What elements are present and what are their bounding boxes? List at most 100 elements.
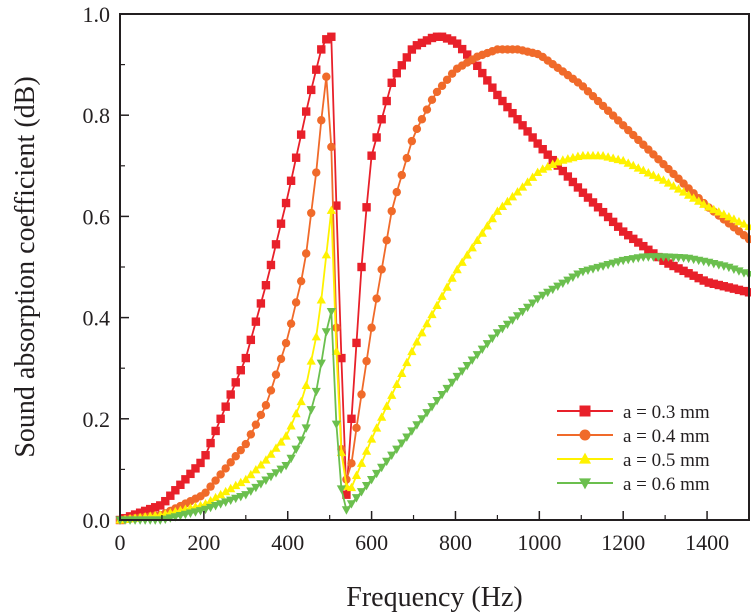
data-point: [568, 177, 578, 187]
data-point: [492, 329, 503, 338]
data-point: [669, 261, 678, 271]
data-point: [201, 451, 210, 460]
data-point: [236, 445, 245, 455]
data-point: [206, 482, 215, 491]
data-point: [392, 445, 402, 454]
data-point: [588, 198, 598, 207]
data-point: [271, 240, 281, 249]
data-point: [412, 124, 422, 134]
data-point: [266, 386, 276, 395]
data-point: [417, 327, 427, 337]
data-point: [296, 276, 306, 286]
data-point: [236, 492, 246, 502]
y-tick-label: 0.0: [83, 508, 111, 533]
data-point: [261, 455, 271, 464]
data-point: [211, 476, 220, 485]
data-point: [377, 115, 386, 124]
data-point: [382, 401, 392, 410]
data-point: [261, 281, 271, 290]
data-point: [191, 464, 200, 473]
data-point: [221, 464, 230, 473]
data-point: [447, 378, 457, 388]
data-point: [342, 490, 351, 499]
data-point: [442, 34, 452, 43]
data-point: [694, 273, 703, 283]
data-point: [533, 139, 542, 148]
data-point: [301, 424, 311, 433]
x-tick-label: 1000: [517, 530, 561, 555]
data-point: [517, 182, 528, 191]
y-tick-label: 0.4: [83, 306, 111, 331]
data-point: [382, 96, 391, 106]
data-point: [538, 164, 548, 173]
data-point: [266, 449, 276, 458]
data-point: [236, 477, 246, 487]
data-point: [422, 318, 432, 328]
x-tick-label: 600: [355, 530, 388, 555]
legend-marker: [579, 429, 591, 441]
data-point: [135, 508, 145, 517]
data-point: [724, 211, 734, 221]
data-point: [437, 390, 447, 400]
data-point: [226, 496, 236, 505]
data-point: [543, 288, 553, 298]
data-point: [734, 285, 744, 295]
data-point: [291, 298, 301, 307]
data-point: [281, 338, 291, 348]
data-point: [241, 474, 251, 484]
data-point: [322, 72, 331, 81]
data-point: [382, 236, 391, 245]
data-point: [276, 219, 286, 228]
data-point: [166, 491, 175, 500]
data-point: [357, 262, 366, 272]
data-point: [457, 44, 467, 54]
data-point: [639, 241, 648, 251]
data-point: [613, 258, 623, 267]
data-point: [563, 172, 573, 181]
data-point: [296, 130, 306, 139]
data-point: [402, 433, 412, 442]
data-point: [286, 454, 296, 464]
data-point: [306, 356, 316, 365]
data-point: [699, 276, 708, 285]
y-tick-label: 1.0: [83, 2, 111, 27]
data-point: [543, 150, 552, 159]
data-point: [271, 370, 281, 379]
data-point: [508, 108, 517, 118]
data-point: [336, 485, 347, 494]
data-point: [186, 469, 195, 479]
data-point: [462, 361, 472, 371]
data-point: [347, 459, 356, 468]
data-point: [538, 291, 548, 301]
data-point: [372, 294, 381, 303]
legend-marker: [578, 452, 592, 464]
data-point: [629, 234, 638, 244]
data-point: [231, 480, 241, 490]
data-point: [739, 286, 749, 296]
data-point: [583, 266, 593, 276]
data-point: [463, 50, 472, 59]
y-axis-title: Sound absorption coefficient (dB): [10, 76, 41, 457]
data-point: [558, 166, 568, 176]
data-point: [734, 216, 744, 226]
data-point: [478, 68, 487, 78]
data-point: [674, 264, 683, 273]
data-point: [619, 227, 628, 236]
data-point: [664, 259, 673, 268]
data-point: [307, 85, 316, 95]
data-point: [427, 309, 437, 319]
data-point: [366, 434, 377, 443]
data-point: [744, 288, 751, 297]
data-point: [151, 503, 160, 512]
data-point: [286, 176, 296, 185]
data-point: [281, 461, 291, 471]
x-tick-label: 200: [187, 530, 220, 555]
data-point: [291, 153, 301, 162]
data-point: [311, 331, 321, 341]
data-point: [357, 390, 366, 399]
x-axis-title: Frequency (Hz): [346, 582, 522, 613]
data-point: [271, 469, 281, 478]
data-point: [362, 356, 371, 366]
data-point: [351, 470, 362, 480]
data-point: [593, 263, 603, 273]
